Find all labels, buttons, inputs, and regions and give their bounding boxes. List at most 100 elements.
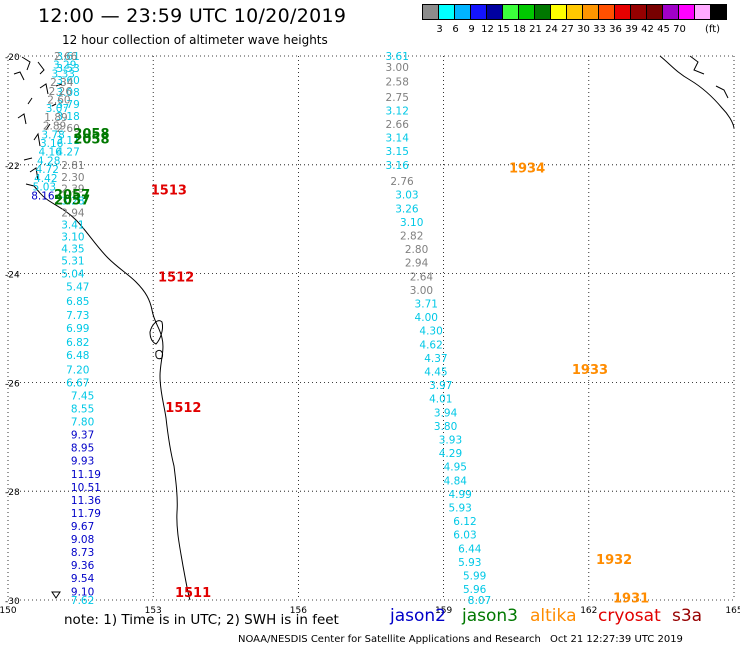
wave-height-value: 2.64 (410, 271, 434, 283)
wave-height-value: 7.45 (71, 390, 94, 402)
wave-height-value: 9.10 (71, 586, 94, 598)
wave-height-value: 4.99 (448, 489, 471, 501)
wave-height-value: 4.62 (419, 339, 442, 351)
wave-height-value: 2.30 (61, 172, 84, 184)
coast-segment (715, 85, 729, 99)
legend-label: 27 (561, 24, 574, 35)
longitude-tick-label: 165 (725, 606, 740, 616)
wave-height-value: 4.16 (38, 147, 62, 159)
legend-label: 36 (609, 24, 622, 35)
legend-label: 33 (593, 24, 606, 35)
wave-height-value: 2.81 (61, 160, 84, 172)
wave-height-value: 7.73 (66, 310, 89, 322)
legend-label: 6 (452, 24, 459, 35)
pass-time-label: 1512 (158, 270, 194, 285)
wave-height-value: 2.82 (400, 231, 423, 243)
page-title: 12:00 — 23:59 UTC 10/20/2019 (38, 5, 347, 27)
coastline (13, 55, 735, 601)
wave-height-value: 3.61 (386, 51, 409, 63)
latitude-tick-label: -22 (5, 162, 20, 172)
pass-time-label: 2058 (73, 133, 109, 148)
units-note: note: 1) Time is in UTC; 2) SWH is in fe… (64, 612, 339, 628)
wave-height-value: 4.27 (56, 147, 79, 159)
wave-height-value: 3.33 (52, 68, 75, 80)
wave-height-value: 2.66 (386, 119, 410, 131)
wave-height-value: 6.67 (66, 377, 89, 389)
wave-height-value: 3.11 (56, 135, 79, 147)
pass-time-label: 2057 (54, 194, 90, 209)
wave-height-value: 6.12 (453, 516, 476, 528)
coast-segment (13, 71, 25, 81)
wave-height-value: 9.67 (71, 521, 94, 533)
satellite-legend-jason2: jason2 (390, 606, 446, 626)
coast-segment (659, 55, 735, 129)
wave-height-value: 8.16 (31, 190, 55, 202)
latitude-tick-label: -26 (5, 379, 20, 389)
wave-height-value: 3.53 (56, 63, 79, 75)
wave-height-value: 6.03 (453, 530, 476, 542)
satellite-legend-altika: altika (530, 606, 577, 626)
wave-height-value: 3.41 (61, 220, 84, 232)
wave-height-value: 2.26 (49, 86, 73, 98)
coast-segment (55, 83, 63, 87)
wave-height-value: 3.00 (410, 285, 433, 297)
wave-height-value: 7.80 (71, 417, 94, 429)
pass-time-label: 1513 (151, 183, 187, 198)
wave-height-value: 4.45 (424, 367, 447, 379)
coast-segment (51, 103, 57, 107)
wave-height-value: 7.20 (66, 364, 89, 376)
wave-height-value: 4.29 (439, 448, 462, 460)
satellite-legend-s3a: s3a (672, 606, 703, 626)
coast-segment (23, 157, 33, 161)
wave-height-value: 3.93 (439, 435, 462, 447)
legend-label: 70 (673, 24, 686, 35)
wave-height-value: 4.30 (419, 326, 442, 338)
wave-height-value: 5.31 (61, 256, 84, 268)
wave-height-value: 5.93 (458, 557, 481, 569)
wave-height-value: 2.60 (56, 123, 79, 135)
latitude-tick-label: -30 (5, 597, 20, 607)
wave-height-value: 6.99 (66, 323, 89, 335)
longitude-tick-label: 153 (145, 606, 162, 616)
wave-height-value: 4.72 (36, 164, 59, 176)
coast-segment (39, 83, 49, 95)
wave-height-value: 1.89 (44, 112, 67, 124)
coast-segment (33, 132, 41, 147)
coast-segment (29, 167, 39, 181)
wave-height-value: 3.16 (386, 160, 410, 172)
wave-height-value: 6.44 (458, 543, 482, 555)
wave-height-value: 2.58 (386, 77, 409, 89)
wave-height-value: 9.93 (71, 456, 94, 468)
wave-height-value: 3.10 (61, 232, 84, 244)
wave-height-value: 11.79 (71, 508, 101, 520)
map-grid (7, 55, 735, 601)
wave-height-value: 2.75 (386, 92, 409, 104)
legend-label: 45 (657, 24, 670, 35)
wave-height-value: 3.29 (53, 60, 76, 72)
wave-height-value: 2.94 (405, 258, 429, 270)
satellite-track: 3.613.002.582.753.122.663.143.153.162.76… (386, 51, 650, 607)
wave-height-value: 8.73 (71, 547, 94, 559)
longitude-tick-label: 156 (290, 606, 307, 616)
wave-height-value: 6.82 (66, 337, 89, 349)
legend-label: 3 (436, 24, 443, 35)
legend-label: 18 (513, 24, 526, 35)
wave-height-value: 6.48 (66, 350, 89, 362)
legend-label: 30 (577, 24, 590, 35)
wave-height-value: 3.26 (395, 203, 419, 215)
wave-height-value: 3.79 (56, 99, 79, 111)
wave-height-value: 4.00 (415, 312, 438, 324)
wave-height-value: 3.78 (41, 129, 64, 141)
wave-height-value: 7.62 (71, 595, 94, 607)
wave-height-value: 3.97 (429, 380, 452, 392)
legend-label: (ft) (704, 24, 721, 35)
satellite-track: 2.663.293.332.342.262.603.071.892.893.78… (31, 51, 109, 209)
wave-height-value: 4.01 (429, 394, 452, 406)
wave-height-value: 6.85 (66, 296, 89, 308)
coast-segment (155, 349, 163, 360)
wave-height-value: 2.60 (47, 95, 70, 107)
wave-height-value: 3.03 (395, 190, 418, 202)
wave-height-value: 10.51 (71, 482, 101, 494)
satellite-tracks: 3.613.002.582.753.122.663.143.153.162.76… (31, 51, 649, 607)
wave-height-value: 8.55 (71, 404, 94, 416)
